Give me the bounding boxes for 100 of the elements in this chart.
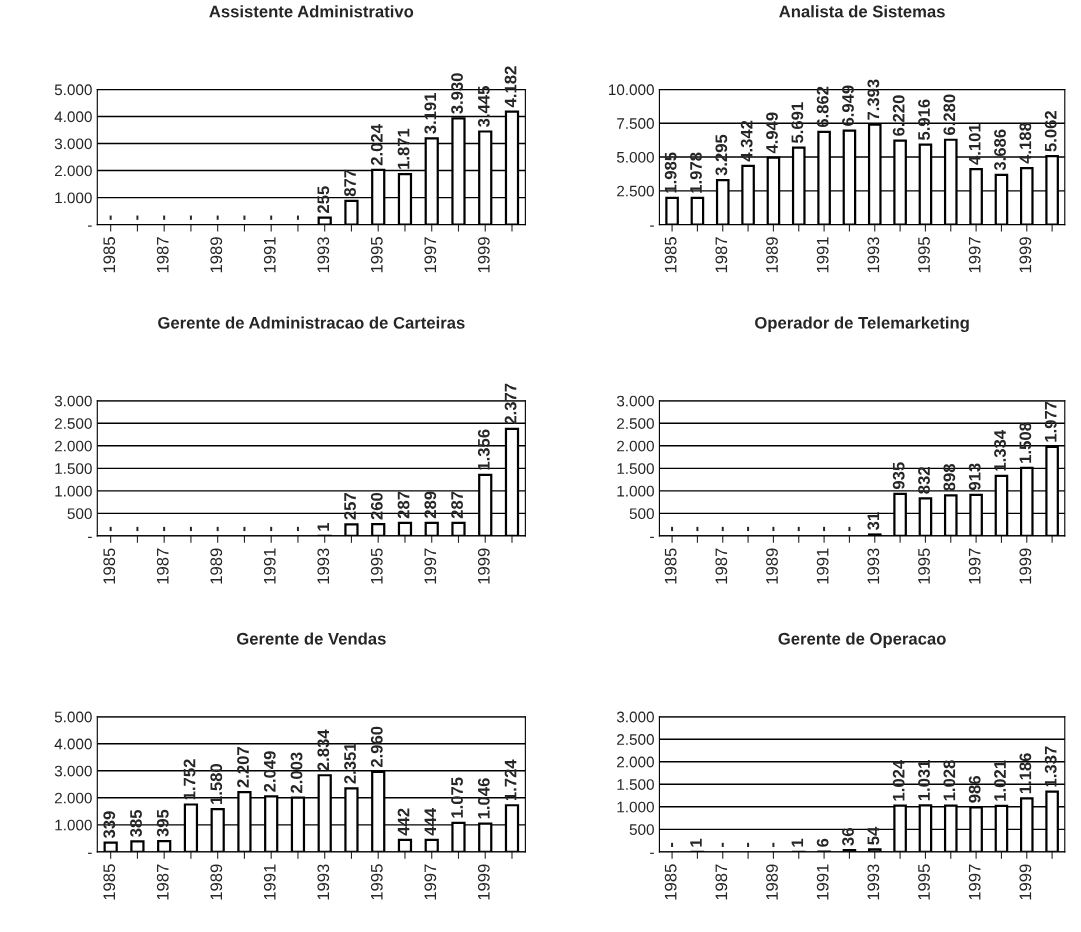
x-tick-label: 1993 bbox=[867, 237, 880, 273]
data-label: - bbox=[772, 526, 775, 532]
y-tick-label: 5.000 bbox=[54, 84, 92, 96]
data-label: 36 bbox=[842, 828, 854, 846]
y-tick-label: 1.000 bbox=[55, 485, 92, 497]
y-tick-label: 2.000 bbox=[617, 440, 654, 452]
data-label: 444 bbox=[424, 807, 437, 836]
data-label: 289 bbox=[424, 491, 437, 519]
x-tick-label: 1987 bbox=[715, 864, 728, 900]
x-tick-label: 1997 bbox=[424, 548, 437, 584]
data-label: 1 bbox=[791, 838, 804, 847]
x-tick-label: 1995 bbox=[370, 864, 383, 900]
x-tick-label: 1993 bbox=[317, 548, 330, 584]
y-tick-label: - bbox=[650, 852, 654, 854]
data-label: 385 bbox=[130, 809, 142, 837]
data-label: 2.049 bbox=[263, 751, 276, 792]
y-tick-label: 1.000 bbox=[617, 801, 654, 813]
x-tick-label: 1995 bbox=[918, 237, 930, 273]
x-tick-label: 1985 bbox=[103, 237, 116, 273]
data-label: 898 bbox=[943, 463, 956, 491]
data-label: 287 bbox=[397, 491, 410, 519]
data-label: - bbox=[243, 215, 246, 220]
y-tick-label: 2.000 bbox=[54, 440, 92, 452]
y-tick-label: 1.500 bbox=[617, 463, 654, 475]
data-label: 4.182 bbox=[504, 66, 517, 108]
data-label: - bbox=[109, 526, 112, 532]
x-tick-label: 1995 bbox=[918, 864, 930, 900]
data-label: 6.862 bbox=[816, 86, 829, 128]
data-label: 3.686 bbox=[994, 129, 1006, 171]
y-tick-label: 3.000 bbox=[616, 711, 654, 723]
x-tick-label: 1987 bbox=[156, 864, 169, 900]
data-label: 7.393 bbox=[867, 79, 880, 120]
y-tick-label: 1.500 bbox=[55, 463, 92, 475]
data-label: 4.949 bbox=[766, 112, 778, 154]
y-tick-label: - bbox=[88, 225, 92, 227]
data-label: 1.028 bbox=[943, 760, 956, 801]
y-tick-label: 2.500 bbox=[617, 734, 654, 745]
data-label: - bbox=[189, 215, 192, 220]
data-label: 1.337 bbox=[1044, 746, 1057, 787]
x-tick-label: 1993 bbox=[317, 237, 330, 273]
x-tick-label: 1989 bbox=[210, 864, 223, 900]
data-label: 1.724 bbox=[504, 759, 517, 801]
data-label: 6.220 bbox=[892, 95, 905, 136]
data-label: 4.188 bbox=[1019, 122, 1032, 164]
data-label: 3.445 bbox=[477, 86, 490, 127]
data-label: 2.960 bbox=[370, 726, 383, 768]
x-tick-label: 1993 bbox=[867, 864, 880, 900]
data-label: 6.949 bbox=[842, 85, 854, 126]
x-tick-label: 1989 bbox=[766, 864, 778, 900]
data-label: 54 bbox=[867, 826, 880, 845]
x-tick-label: 1997 bbox=[968, 237, 981, 273]
data-label: - bbox=[747, 526, 750, 532]
chart-title: Gerente de Vendas bbox=[236, 632, 386, 645]
x-tick-label: 1989 bbox=[210, 548, 223, 584]
y-tick-label: 4.000 bbox=[54, 738, 92, 750]
x-tick-label: 1991 bbox=[816, 237, 829, 273]
data-label: 4.101 bbox=[968, 123, 981, 165]
x-tick-label: 1985 bbox=[103, 864, 116, 900]
x-tick-label: 1995 bbox=[918, 548, 930, 584]
data-label: 2.207 bbox=[237, 747, 249, 788]
data-label: 2.351 bbox=[344, 742, 356, 784]
chart-title: Assistente Administrativo bbox=[209, 5, 414, 18]
y-tick-label: 1.500 bbox=[617, 779, 654, 790]
data-label: 2.377 bbox=[504, 383, 517, 425]
data-label: 1 bbox=[317, 522, 330, 531]
data-label: 5.916 bbox=[918, 99, 930, 140]
data-label: - bbox=[797, 526, 800, 532]
x-tick-label: 1985 bbox=[664, 237, 677, 273]
y-tick-label: 500 bbox=[629, 824, 654, 836]
x-tick-label: 1997 bbox=[424, 237, 437, 273]
data-label: 260 bbox=[370, 492, 383, 520]
x-tick-label: 1985 bbox=[664, 548, 677, 584]
data-label: 1.356 bbox=[477, 429, 490, 470]
x-tick-label: 1999 bbox=[1019, 237, 1032, 273]
data-label: - bbox=[216, 215, 219, 220]
y-tick-label: 3.000 bbox=[54, 138, 92, 150]
y-tick-label: 2.000 bbox=[617, 756, 654, 768]
data-label: 986 bbox=[968, 776, 981, 803]
data-label: - bbox=[671, 842, 674, 848]
data-label: 913 bbox=[968, 463, 981, 491]
chart-title: Analista de Sistemas bbox=[779, 5, 945, 18]
x-tick-label: 1991 bbox=[816, 548, 829, 584]
y-tick-label: 5.000 bbox=[54, 711, 92, 723]
data-label: 1.752 bbox=[183, 759, 196, 800]
y-tick-label: 4.000 bbox=[54, 111, 92, 123]
x-tick-label: 1989 bbox=[210, 237, 223, 273]
data-label: 4.342 bbox=[740, 120, 753, 162]
y-tick-label: 2.500 bbox=[54, 418, 92, 429]
data-label: 6 bbox=[816, 838, 829, 847]
y-tick-label: - bbox=[650, 536, 654, 538]
data-label: 442 bbox=[397, 808, 410, 836]
y-tick-label: 1.000 bbox=[55, 819, 92, 831]
data-label: 2.003 bbox=[290, 752, 303, 793]
data-label: 877 bbox=[344, 169, 356, 197]
y-tick-label: 2.500 bbox=[617, 185, 654, 197]
data-label: - bbox=[270, 215, 273, 220]
y-tick-label: 1.000 bbox=[617, 485, 654, 497]
data-label: 1.977 bbox=[1044, 401, 1057, 442]
data-label: - bbox=[696, 526, 699, 532]
y-tick-label: 500 bbox=[629, 508, 654, 520]
